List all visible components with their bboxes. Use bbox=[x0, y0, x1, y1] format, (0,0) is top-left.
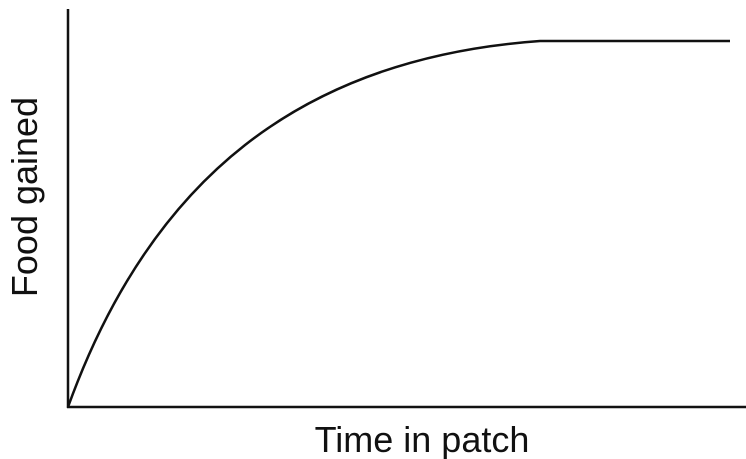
y-axis-label: Food gained bbox=[4, 97, 45, 297]
curve bbox=[66, 39, 730, 408]
x-axis-label: Time in patch bbox=[315, 419, 530, 459]
